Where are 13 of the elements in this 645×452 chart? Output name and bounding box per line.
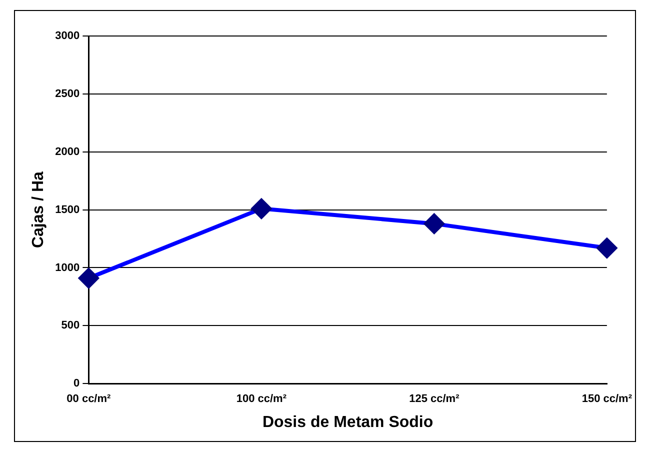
x-tick-label: 125 cc/m² — [409, 393, 460, 406]
x-tick-label: 00 cc/m² — [66, 393, 112, 406]
x-axis-title: Dosis de Metam Sodio — [262, 414, 434, 431]
x-tick-label: 150 cc/m² — [582, 393, 632, 406]
x-tick-label: 100 cc/m² — [236, 393, 287, 406]
y-tick-label: 0 — [74, 378, 80, 390]
y-tick-label: 1500 — [55, 204, 80, 216]
y-tick-label: 500 — [61, 320, 80, 332]
y-tick-label: 2000 — [55, 146, 80, 158]
y-tick-label: 2500 — [55, 88, 80, 100]
y-axis-title: Cajas / Ha — [30, 171, 48, 248]
y-tick-label: 3000 — [55, 30, 80, 42]
y-tick-label: 1000 — [55, 262, 80, 274]
